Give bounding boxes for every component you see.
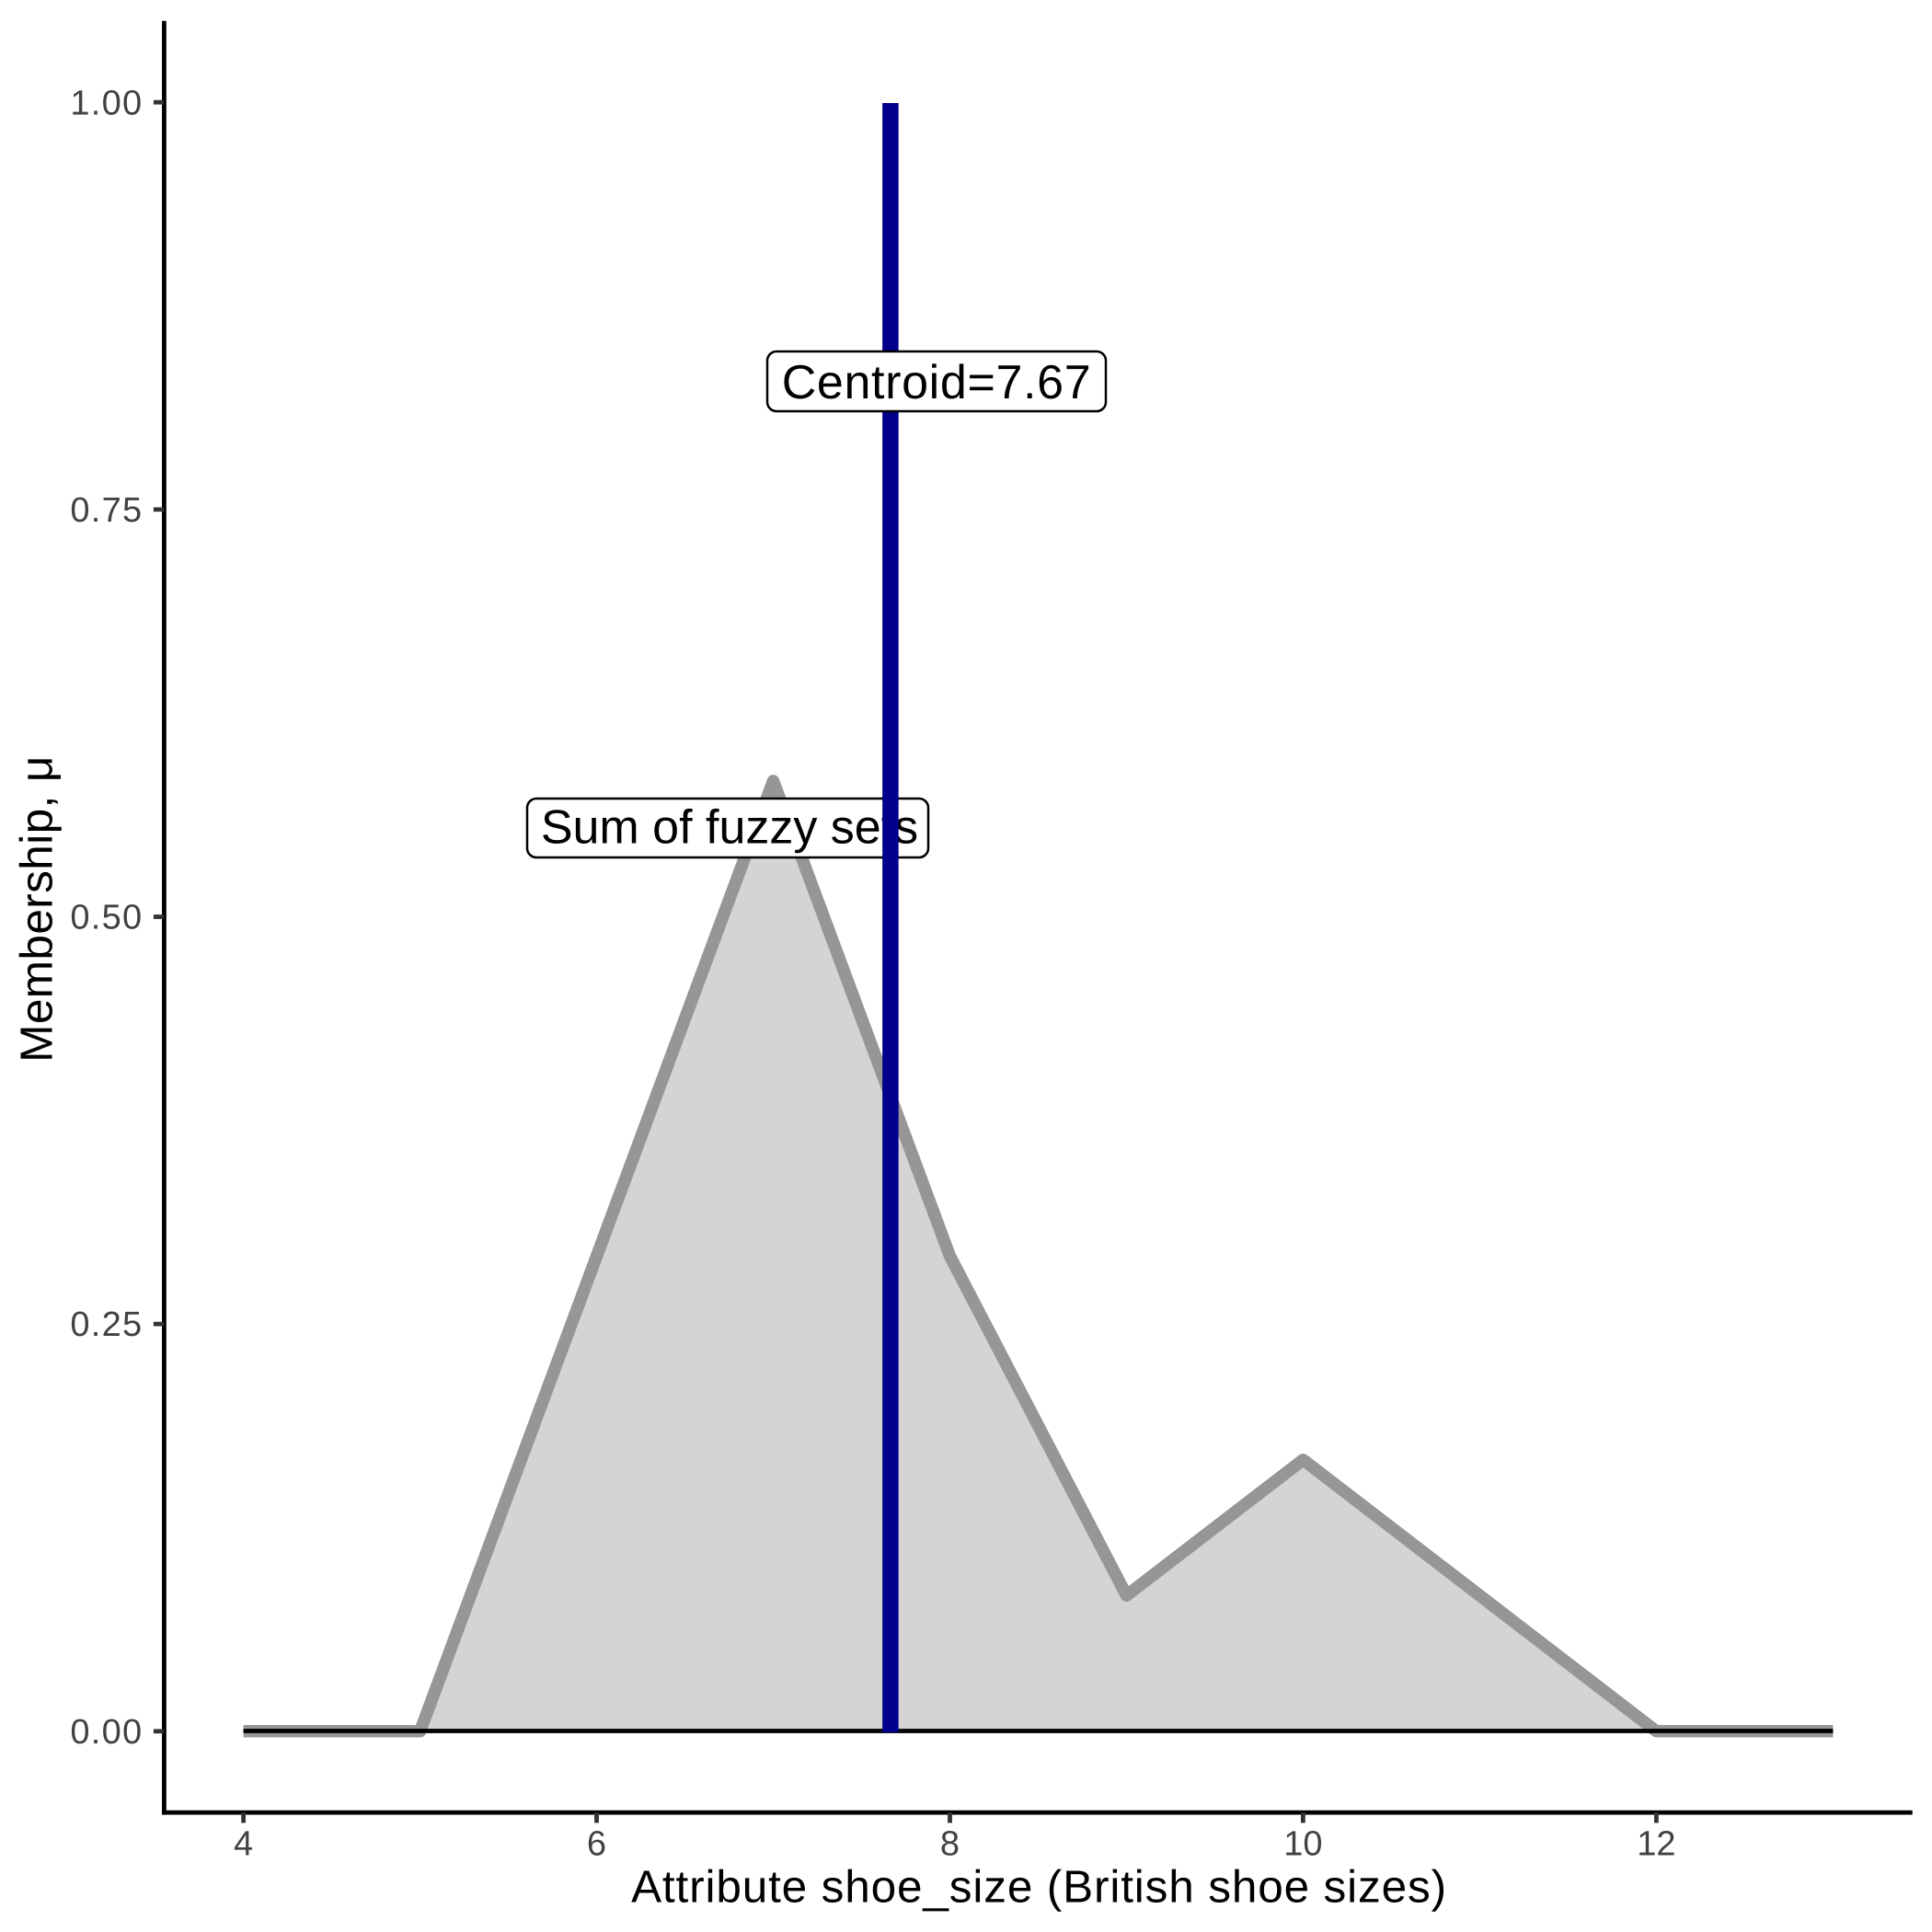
svg-text:10: 10 — [1283, 1825, 1322, 1864]
svg-text:0.50: 0.50 — [70, 899, 143, 937]
svg-text:1.00: 1.00 — [70, 84, 143, 122]
svg-text:0.25: 0.25 — [70, 1305, 143, 1344]
svg-text:Attribute shoe_size (British s: Attribute shoe_size (British shoe sizes) — [631, 1862, 1447, 1913]
svg-text:Centroid=7.67: Centroid=7.67 — [782, 356, 1092, 409]
svg-text:0.00: 0.00 — [70, 1713, 143, 1752]
svg-text:12: 12 — [1637, 1825, 1675, 1864]
svg-text:8: 8 — [940, 1825, 960, 1864]
svg-text:Membership, μ: Membership, μ — [12, 755, 63, 1063]
svg-text:6: 6 — [587, 1825, 606, 1864]
svg-text:4: 4 — [234, 1825, 253, 1864]
svg-text:Sum of fuzzy sets: Sum of fuzzy sets — [541, 800, 918, 854]
svg-text:0.75: 0.75 — [70, 491, 143, 530]
